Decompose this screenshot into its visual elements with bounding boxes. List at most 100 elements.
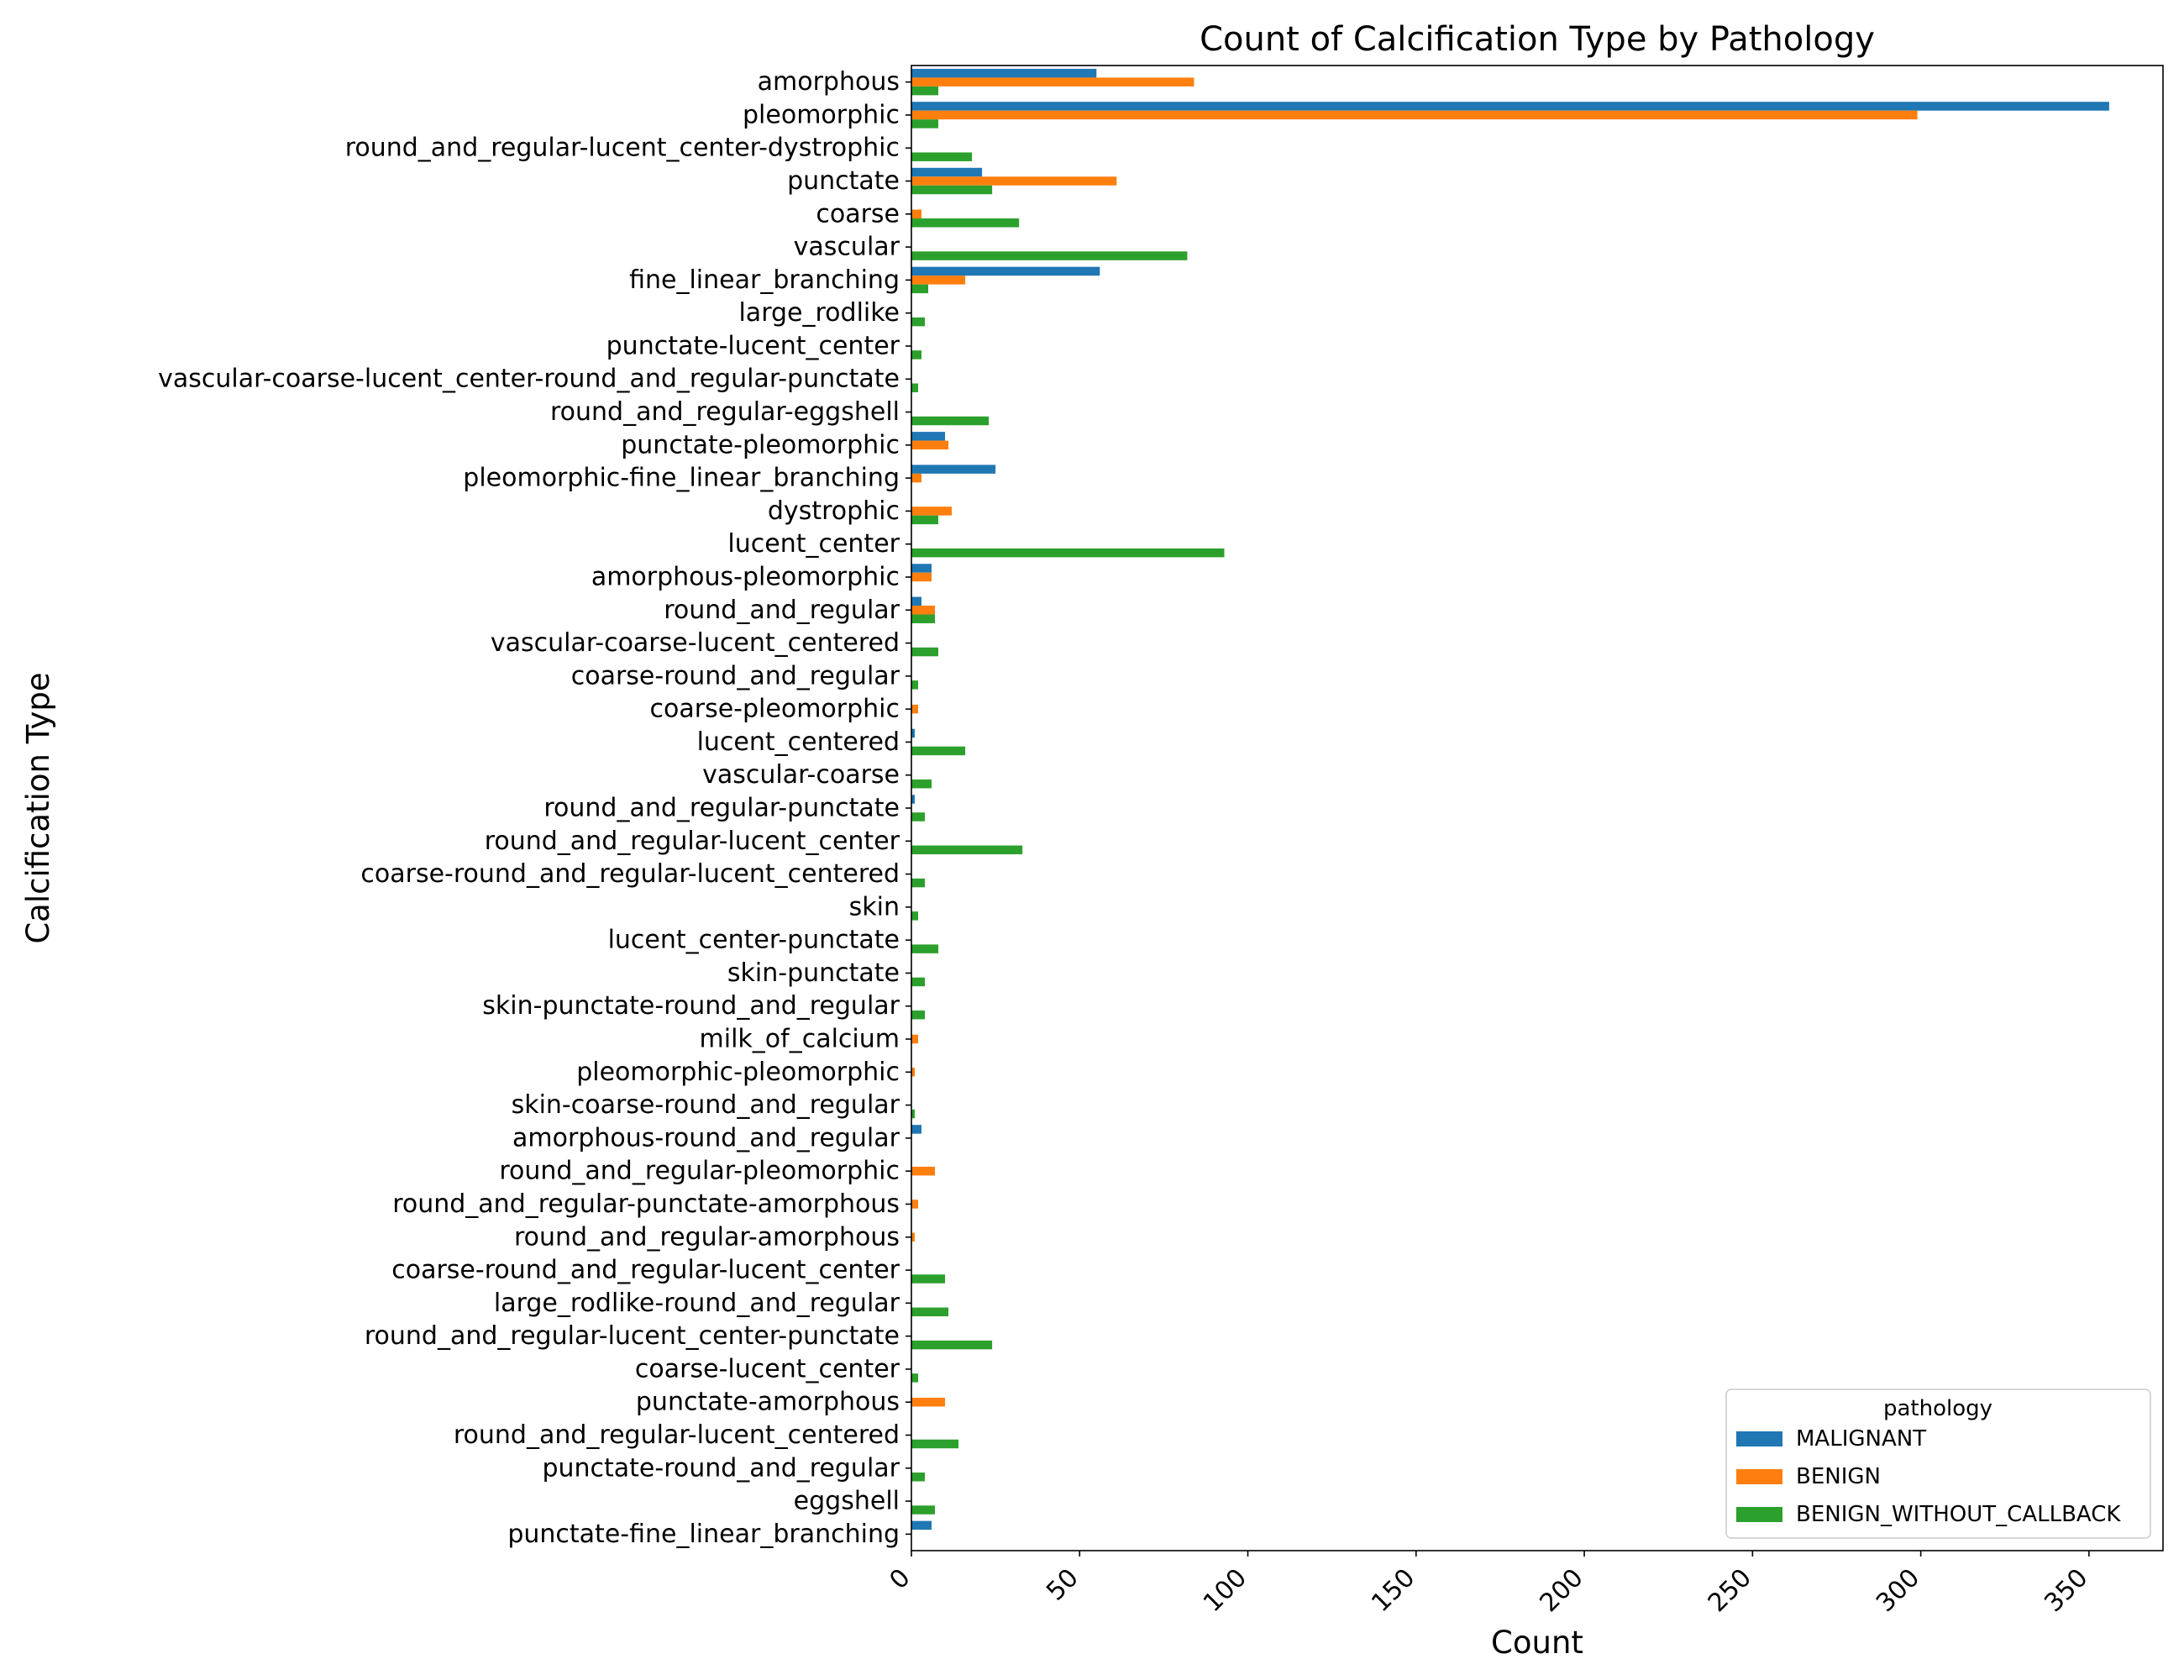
y-tick-label: coarse-lucent_center: [635, 1354, 900, 1383]
bar-malignant-amorphous-pleomorphic: [911, 564, 932, 573]
bar-malignant-pleomorphic-fine_linear_branching: [911, 465, 996, 474]
bar-malignant-round_and_regular: [911, 596, 922, 606]
x-tick-label: 0: [884, 1563, 916, 1595]
x-tick-label: 100: [1198, 1563, 1252, 1618]
y-tick-label: skin-punctate-round_and_regular: [482, 991, 900, 1021]
y-tick-label: coarse: [816, 199, 900, 228]
bar-benign_without_callback-pleomorphic: [911, 119, 939, 129]
y-axis-label: Calcification Type: [20, 672, 56, 943]
bar-benign_without_callback-skin: [911, 911, 919, 921]
x-tick-label: 50: [1041, 1563, 1084, 1607]
bar-benign_without_callback-punctate-lucent_center: [911, 350, 922, 360]
y-tick-label: round_and_regular-lucent_centered: [454, 1420, 900, 1450]
bar-benign-coarse-pleomorphic: [911, 704, 919, 714]
bar-benign-coarse: [911, 209, 922, 219]
y-tick-label: vascular-coarse-lucent_center-round_and_…: [158, 365, 900, 394]
y-tick-label: punctate-lucent_center: [606, 331, 900, 360]
bar-benign_without_callback-amorphous: [911, 86, 939, 96]
y-tick-label: pleomorphic: [743, 100, 900, 129]
y-tick-label: vascular-coarse: [702, 760, 900, 790]
bar-malignant-punctate: [911, 167, 983, 177]
bar-benign-pleomorphic: [911, 110, 1918, 120]
x-tick-label: 200: [1534, 1563, 1588, 1618]
bar-benign-milk_of_calcium: [911, 1034, 919, 1044]
y-tick-label: round_and_regular-lucent_center-dystroph…: [345, 134, 900, 163]
bar-benign_without_callback-coarse-round_and_regular-lucent_centered: [911, 878, 926, 888]
bar-benign_without_callback-punctate: [911, 185, 993, 195]
y-tick-label: round_and_regular-lucent_center-punctate: [365, 1321, 900, 1351]
y-tick-label: large_rodlike: [738, 298, 900, 328]
bar-benign_without_callback-round_and_regular-lucent_center-punctate: [911, 1340, 993, 1350]
chart-title: Count of Calcification Type by Pathology: [1200, 20, 1875, 59]
bar-benign_without_callback-skin-coarse-round_and_regular: [911, 1109, 916, 1119]
bar-benign-punctate: [911, 176, 1117, 186]
x-tick-label: 350: [2039, 1563, 2093, 1618]
y-tick-label: round_and_regular-punctate-amorphous: [392, 1189, 900, 1219]
y-tick-label: skin-punctate: [727, 958, 900, 988]
legend-items: MALIGNANT BENIGN BENIGN_WITHOUT_CALLBACK: [1736, 1426, 2121, 1527]
y-tick-label: amorphous: [758, 67, 900, 97]
y-tick-label: pleomorphic-pleomorphic: [576, 1058, 900, 1087]
bar-benign_without_callback-coarse-round_and_regular-lucent_center: [911, 1274, 946, 1284]
bar-benign-round_and_regular: [911, 606, 936, 615]
bar-benign_without_callback-vascular-coarse-lucent_centered: [911, 647, 939, 657]
y-tick-label: eggshell: [794, 1487, 900, 1516]
bar-benign_without_callback-vascular-coarse-lucent_center-round_and_regular-punctate: [911, 383, 919, 392]
y-tick-label: amorphous-pleomorphic: [591, 562, 900, 591]
bar-malignant-round_and_regular-punctate: [911, 795, 916, 804]
bar-benign-punctate-amorphous: [911, 1397, 946, 1407]
y-tick-label: skin-coarse-round_and_regular: [512, 1090, 900, 1120]
y-tick-label: pleomorphic-fine_linear_branching: [463, 464, 900, 493]
legend-label-benign: BENIGN: [1796, 1464, 1881, 1489]
y-tick-label: round_and_regular-lucent_center: [485, 827, 900, 856]
y-tick-label: round_and_regular-punctate: [543, 794, 900, 823]
y-tick-label: punctate-amorphous: [636, 1388, 900, 1417]
bar-benign_without_callback-round_and_regular-lucent_center: [911, 845, 1023, 855]
bar-benign-round_and_regular-punctate-amorphous: [911, 1200, 919, 1209]
bar-benign-fine_linear_branching: [911, 276, 966, 285]
bar-benign_without_callback-skin-punctate: [911, 977, 926, 987]
y-tick-label: vascular-coarse-lucent_centered: [491, 628, 900, 658]
bar-benign_without_callback-skin-punctate-round_and_regular: [911, 1010, 926, 1020]
bar-benign_without_callback-round_and_regular: [911, 614, 936, 623]
bars-layer: [911, 68, 2109, 1530]
bar-benign_without_callback-round_and_regular-lucent_centered: [911, 1439, 959, 1449]
bar-benign_without_callback-lucent_center: [911, 548, 1225, 558]
bar-benign_without_callback-lucent_center-punctate: [911, 944, 939, 953]
y-tick-label: vascular: [794, 233, 900, 262]
y-tick-label: punctate-fine_linear_branching: [507, 1520, 900, 1549]
bar-benign_without_callback-punctate-round_and_regular: [911, 1473, 926, 1482]
y-tick-label: lucent_center-punctate: [608, 926, 900, 955]
axes-layer: [911, 65, 2164, 1551]
bar-benign-round_and_regular-amorphous: [911, 1232, 916, 1242]
bar-benign_without_callback-vascular-coarse: [911, 779, 932, 789]
bar-benign_without_callback-eggshell: [911, 1505, 936, 1515]
bar-benign_without_callback-fine_linear_branching: [911, 284, 929, 294]
y-tick-label: lucent_center: [727, 529, 900, 559]
bar-benign_without_callback-vascular: [911, 251, 1188, 260]
plot-frame: [911, 65, 2164, 1551]
y-tick-label: punctate-pleomorphic: [621, 430, 900, 459]
bar-benign_without_callback-coarse-round_and_regular: [911, 680, 919, 690]
bar-benign_without_callback-round_and_regular-eggshell: [911, 416, 990, 426]
y-ticks: amorphous pleomorphic round_and_regular-lu…: [158, 67, 911, 1549]
bar-benign_without_callback-lucent_centered: [911, 746, 966, 756]
legend-swatch-malignant: [1736, 1431, 1782, 1446]
bar-benign-round_and_regular-pleomorphic: [911, 1166, 936, 1176]
bar-malignant-pleomorphic: [911, 102, 2109, 111]
legend-title: pathology: [1883, 1396, 1992, 1421]
bar-benign_without_callback-round_and_regular-lucent_center-dystrophic: [911, 152, 973, 161]
x-tick-label: 300: [1871, 1563, 1925, 1618]
y-tick-label: round_and_regular: [664, 596, 900, 625]
bar-malignant-amorphous: [911, 68, 1097, 78]
y-tick-label: punctate-round_and_regular: [542, 1453, 900, 1483]
bar-malignant-lucent_centered: [911, 728, 916, 738]
legend-label-malignant: MALIGNANT: [1796, 1426, 1926, 1452]
bar-benign-pleomorphic-fine_linear_branching: [911, 473, 922, 483]
y-tick-label: lucent_centered: [697, 727, 900, 757]
y-tick-label: coarse-round_and_regular: [571, 661, 900, 690]
y-tick-label: amorphous-round_and_regular: [512, 1123, 900, 1152]
legend-label-benign_without_callback: BENIGN_WITHOUT_CALLBACK: [1796, 1502, 2121, 1527]
bar-malignant-amorphous-round_and_regular: [911, 1125, 922, 1134]
